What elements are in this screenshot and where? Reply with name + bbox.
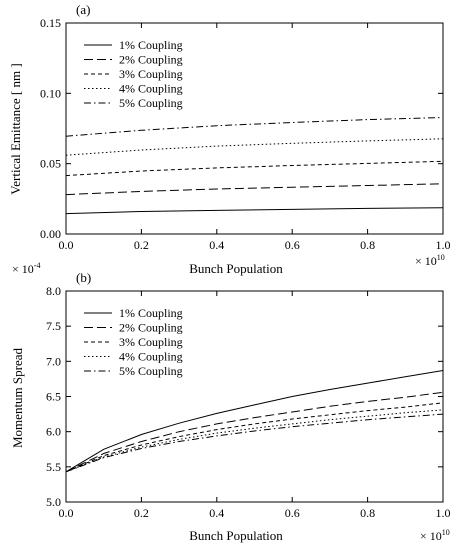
- y-tick-label: 7.5: [46, 319, 61, 333]
- x-tick-label: 1.0: [436, 506, 451, 520]
- series-line-1: [65, 370, 444, 473]
- panel-label: (a): [76, 2, 90, 17]
- y-tick-label: 0.00: [40, 227, 61, 241]
- series-line-4: [65, 138, 444, 156]
- x-axis-label: Bunch Population: [189, 528, 283, 543]
- y-axis-multiplier-exponent: -4: [34, 261, 41, 270]
- panel-label: (b): [76, 270, 91, 285]
- x-tick-label: 1.0: [436, 238, 451, 252]
- legend-label-5: 5% Coupling: [119, 96, 183, 110]
- legend-label-1: 1% Coupling: [119, 38, 183, 52]
- series-line-2: [65, 183, 444, 196]
- y-tick-label: 8.0: [46, 284, 61, 298]
- chart-panel-a: 0.0 0.2 0.4 0.6 0.8 1.0 0.00 0.05 0.10 0.15 Bunch …: [8, 2, 451, 276]
- y-tick-label: 0.05: [40, 157, 61, 171]
- x-tick-label: 0.8: [360, 506, 375, 520]
- legend-label-2: 2% Coupling: [119, 321, 183, 335]
- series-line-2: [65, 391, 444, 473]
- x-axis-label: Bunch Population: [189, 261, 283, 276]
- legend-label-2: 2% Coupling: [119, 53, 183, 67]
- y-axis-label: Momentum Spread: [10, 347, 25, 448]
- legend-label-4: 4% Coupling: [119, 82, 183, 96]
- series-line-3: [65, 160, 444, 177]
- legend-label-3: 3% Coupling: [119, 67, 183, 81]
- x-tick-label: 0.0: [59, 506, 74, 520]
- series-line-3: [65, 402, 444, 473]
- series-line-1: [65, 207, 444, 215]
- y-tick-label: 5.0: [46, 495, 61, 509]
- x-axis-multiplier-exponent: 10: [442, 528, 450, 537]
- x-tick-label: 0.4: [209, 506, 224, 520]
- x-tick-label: 0.0: [59, 238, 74, 252]
- x-tick-label: 0.4: [209, 238, 224, 252]
- y-tick-label: 6.0: [46, 425, 61, 439]
- x-tick-label: 0.2: [134, 506, 149, 520]
- legend-label-4: 4% Coupling: [119, 350, 183, 364]
- x-tick-label: 0.8: [360, 238, 375, 252]
- legend-label-3: 3% Coupling: [119, 335, 183, 349]
- x-axis-multiplier: × 1010: [415, 253, 445, 268]
- y-tick-label: 6.5: [46, 390, 61, 404]
- y-tick-label: 7.0: [46, 354, 61, 368]
- y-axis-multiplier: × 10-4: [12, 261, 40, 276]
- plot-frame-a: [65, 22, 444, 235]
- y-tick-label: 0.15: [40, 16, 61, 30]
- y-tick-label: 5.5: [46, 460, 61, 474]
- x-tick-label: 0.2: [134, 238, 149, 252]
- x-tick-label: 0.6: [285, 506, 300, 520]
- chart-panel-b: 0.0 0.2 0.4 0.6 0.8 1.0 5.0 5.5 6.0 6.5 7.0 7.5 8.0 B…: [10, 261, 451, 543]
- x-axis-multiplier-exponent: 10: [437, 253, 445, 262]
- legend-label-1: 1% Coupling: [119, 306, 183, 320]
- legend-label-5: 5% Coupling: [119, 364, 183, 378]
- series-line-5: [65, 117, 444, 137]
- series-line-4: [65, 409, 444, 473]
- x-tick-label: 0.6: [285, 238, 300, 252]
- y-axis-label: Vertical Emittance [ nm ]: [8, 63, 23, 194]
- y-tick-label: 0.10: [40, 86, 61, 100]
- series-line-5: [65, 413, 444, 473]
- x-axis-multiplier: × 1010: [420, 528, 450, 543]
